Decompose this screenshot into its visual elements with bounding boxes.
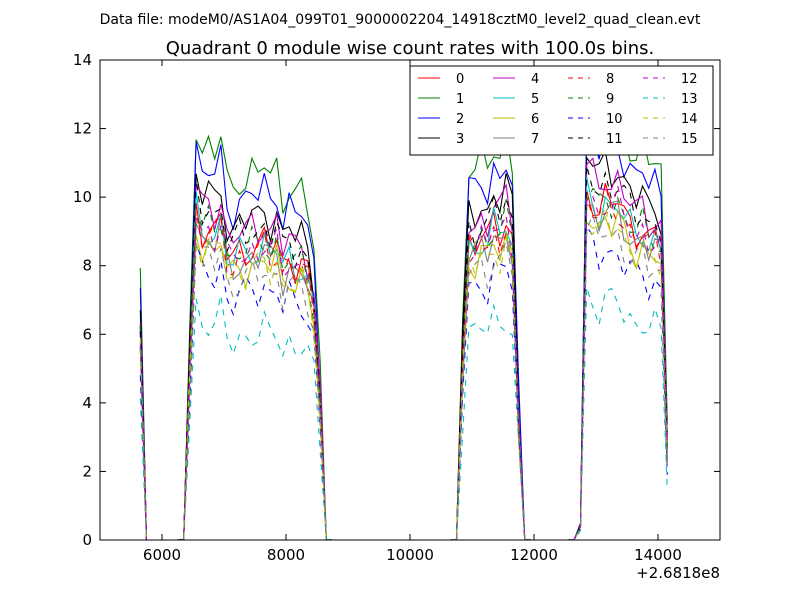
legend-label-5: 5 (531, 92, 539, 107)
x-tick-label-14000: 14000 (634, 546, 682, 564)
legend-label-15: 15 (681, 132, 698, 147)
suptitle: Data file: modeM0/AS1A04_099T01_90000022… (100, 12, 701, 28)
series-line-13 (139, 287, 668, 541)
y-tick-label-6: 6 (82, 325, 92, 343)
y-tick-label-12: 12 (73, 120, 92, 138)
legend-label-11: 11 (606, 132, 623, 147)
legend-label-4: 4 (531, 72, 539, 87)
y-tick-label-2: 2 (82, 462, 92, 480)
series-line-15 (139, 214, 668, 541)
y-tick-label-0: 0 (82, 531, 92, 549)
legend-label-0: 0 (456, 72, 464, 87)
legend-label-7: 7 (531, 132, 539, 147)
legend-label-8: 8 (606, 72, 614, 87)
x-tick-label-12000: 12000 (510, 546, 558, 564)
legend-label-9: 9 (606, 92, 614, 107)
legend-label-12: 12 (681, 72, 698, 87)
y-tick-label-10: 10 (73, 188, 92, 206)
legend-label-3: 3 (456, 132, 464, 147)
chart-title: Quadrant 0 module wise count rates with … (166, 38, 655, 59)
y-tick-label-8: 8 (82, 257, 92, 275)
y-tick-label-4: 4 (82, 394, 92, 412)
x-tick-label-8000: 8000 (267, 546, 305, 564)
y-tick-label-14: 14 (73, 51, 92, 69)
legend-label-14: 14 (681, 112, 698, 127)
legend-label-1: 1 (456, 92, 464, 107)
x-tick-label-6000: 6000 (143, 546, 181, 564)
legend-label-10: 10 (606, 112, 623, 127)
x-tick-label-10000: 10000 (386, 546, 434, 564)
legend-label-6: 6 (531, 112, 539, 127)
legend-box (409, 65, 714, 156)
legend-label-13: 13 (681, 92, 698, 107)
x-offset-label: +2.6818e8 (636, 564, 720, 582)
legend-label-2: 2 (456, 112, 464, 127)
